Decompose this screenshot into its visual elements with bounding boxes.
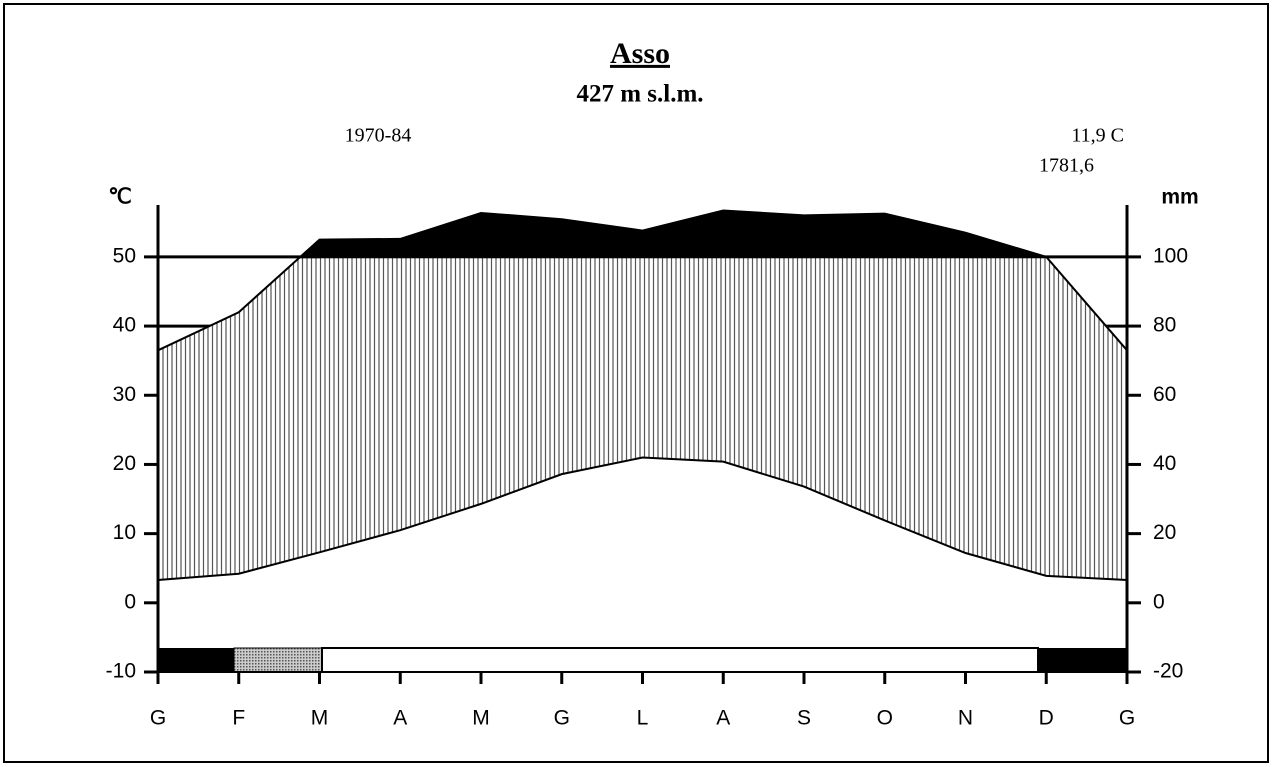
- x-tick-label: D: [1039, 707, 1054, 730]
- x-tick-label: N: [958, 707, 973, 730]
- x-tick-label: L: [637, 707, 649, 730]
- x-tick-label: G: [554, 707, 570, 730]
- y-tick-label: 20: [113, 452, 136, 475]
- y2-tick-label: 0: [1153, 590, 1165, 613]
- humid-area: [158, 258, 1127, 580]
- y2-tick-label: 80: [1153, 314, 1176, 337]
- plot-area: [157, 209, 1128, 581]
- y-axis-label: ℃: [108, 186, 132, 209]
- y2-tick-label: 100: [1153, 244, 1188, 267]
- x-tick-label: G: [1119, 707, 1135, 730]
- y-tick-label: -10: [106, 660, 136, 683]
- chart-subtitle: 427 m s.l.m.: [576, 81, 703, 108]
- y2-tick-label: 60: [1153, 383, 1176, 406]
- y2-axis-label: mm: [1161, 186, 1198, 209]
- series-line: [157, 209, 1128, 352]
- y2-tick-label: -20: [1153, 660, 1183, 683]
- annual-precipitation-annotation: 1781,6: [1039, 155, 1094, 177]
- y-tick-label: 10: [113, 521, 136, 544]
- frost-segment: [321, 647, 1039, 673]
- y-tick-label: 40: [113, 314, 136, 337]
- y-tick-label: 0: [124, 590, 136, 613]
- x-tick-label: M: [472, 707, 490, 730]
- frost-bar: [158, 647, 1127, 673]
- frost-segment: [233, 647, 323, 673]
- frost-segment: [158, 648, 234, 672]
- x-tick-label: F: [232, 707, 245, 730]
- very-humid-area: [300, 210, 1047, 257]
- period-annotation: 1970-84: [345, 125, 412, 147]
- x-tick-label: O: [877, 707, 893, 730]
- y2-tick-label: 20: [1153, 521, 1176, 544]
- x-tick-label: A: [393, 707, 407, 730]
- y2-tick-label: 40: [1153, 452, 1176, 475]
- x-tick-label: M: [311, 707, 329, 730]
- mean-temperature-annotation: 11,9 C: [1071, 125, 1124, 147]
- chart-title: Asso: [610, 37, 670, 70]
- y-tick-label: 30: [113, 383, 136, 406]
- x-tick-label: A: [716, 707, 730, 730]
- y-tick-label: 50: [113, 244, 136, 267]
- frost-segment: [1038, 648, 1127, 672]
- series-line: [157, 456, 1128, 581]
- x-tick-label: S: [797, 707, 811, 730]
- x-tick-label: G: [150, 707, 166, 730]
